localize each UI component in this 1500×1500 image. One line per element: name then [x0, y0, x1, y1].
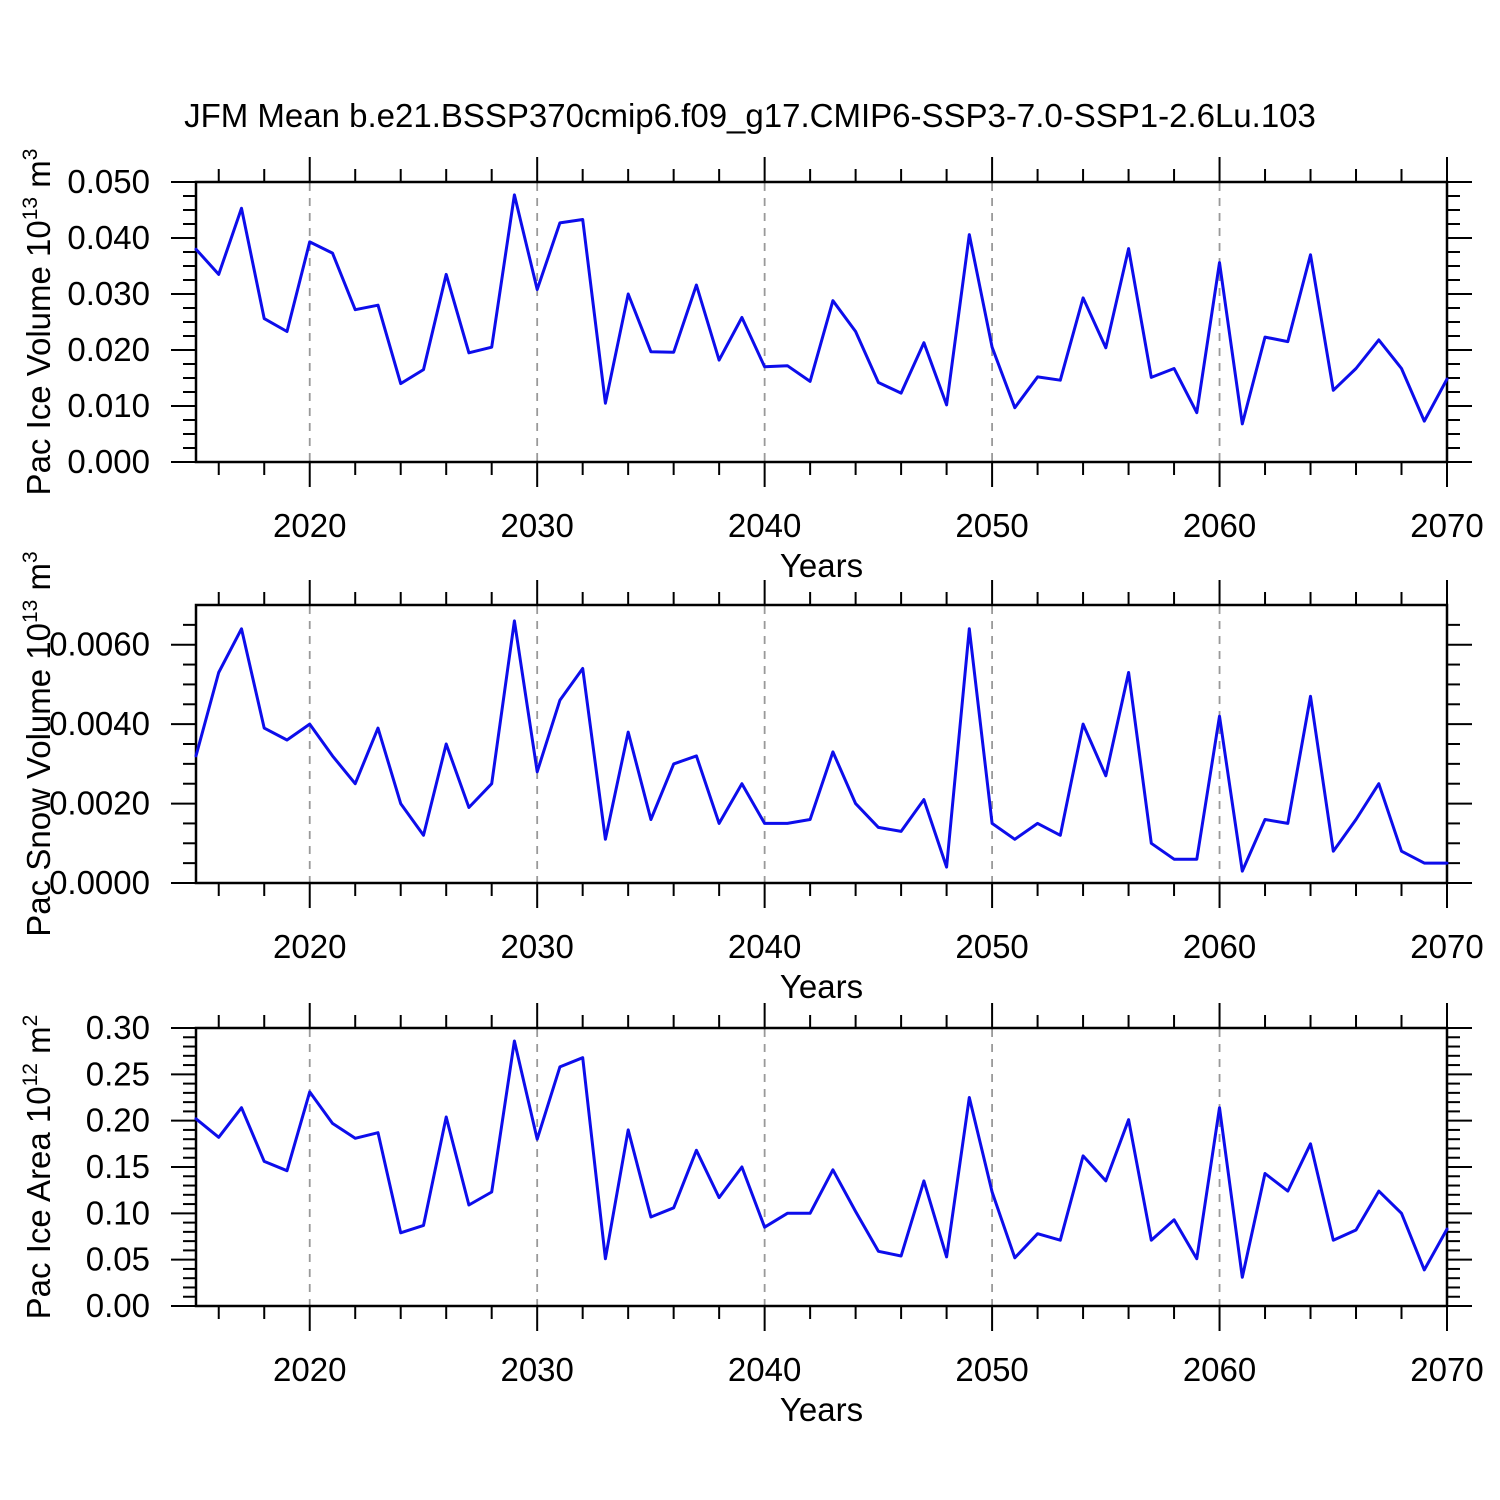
y-tick-label: 0.20: [86, 1102, 150, 1139]
y-label-unit: m: [20, 563, 57, 600]
x-tick-label-2060: 2060: [1183, 1351, 1256, 1388]
y-label-exponent: 12: [19, 1063, 42, 1086]
y-tick-label: 0.050: [67, 163, 150, 200]
x-axis-label-ice-volume: Years: [780, 547, 863, 584]
y-tick-label: 0.0060: [49, 626, 150, 663]
data-line-snow-volume: [194, 619, 1449, 873]
x-tick-label-2070: 2070: [1410, 507, 1483, 544]
x-tick-label-2020: 2020: [273, 1351, 346, 1388]
y-label-unit-exponent: 2: [19, 1015, 42, 1027]
x-tick-label-2070: 2070: [1410, 1351, 1483, 1388]
y-axis-label-ice-volume: Pac Ice Volume 1013 m3: [19, 149, 57, 496]
y-tick-label: 0.30: [86, 1009, 150, 1046]
x-tick-label-2050: 2050: [955, 1351, 1028, 1388]
x-tick-label-2030: 2030: [500, 1351, 573, 1388]
data-line-ice-area: [194, 1039, 1449, 1279]
y-label-base: Pac Snow Volume 10: [20, 623, 57, 937]
y-tick-label: 0.030: [67, 275, 150, 312]
y-tick-label: 0.0000: [49, 864, 150, 901]
y-label-unit-exponent: 3: [19, 551, 42, 563]
x-tick-label-2030: 2030: [500, 507, 573, 544]
x-tick-label-2020: 2020: [273, 928, 346, 965]
plot-frame: [194, 603, 1449, 885]
y-tick-label: 0.10: [86, 1194, 150, 1231]
y-tick-label: 0.000: [67, 443, 150, 480]
y-axis-label-snow-volume: Pac Snow Volume 1013 m3: [19, 551, 57, 936]
y-axis-label-ice-area: Pac Ice Area 1012 m2: [19, 1015, 57, 1320]
x-tick-label-2050: 2050: [955, 507, 1028, 544]
x-tick-label-2050: 2050: [955, 928, 1028, 965]
y-label-base: Pac Ice Area 10: [20, 1086, 57, 1319]
x-tick-label-2040: 2040: [728, 1351, 801, 1388]
panels-group: 2020 2030 2040 2050 2060 2070 0.000 0.010 0.020 0…: [19, 149, 1484, 1428]
plot-frame: [194, 180, 1449, 464]
panel-ice-volume: 2020 2030 2040 2050 2060 2070 0.000 0.010 0.020 0…: [19, 149, 1484, 584]
y-tick-label: 0.15: [86, 1148, 150, 1185]
x-tick-label-2060: 2060: [1183, 928, 1256, 965]
x-tick-label-2070: 2070: [1410, 928, 1483, 965]
y-tick-label: 0.0040: [49, 705, 150, 742]
x-tick-label-2040: 2040: [728, 928, 801, 965]
y-label-exponent: 13: [19, 600, 42, 623]
y-label-base: Pac Ice Volume 10: [20, 220, 57, 495]
x-tick-label-2040: 2040: [728, 507, 801, 544]
x-axis-label-ice-area: Years: [780, 1391, 863, 1428]
y-label-unit-exponent: 3: [19, 149, 42, 161]
y-tick-label: 0.0020: [49, 785, 150, 822]
x-axis-label-snow-volume: Years: [780, 968, 863, 1005]
y-label-exponent: 13: [19, 197, 42, 220]
data-line-ice-volume: [194, 193, 1449, 426]
plot-frame: [194, 1026, 1449, 1308]
y-tick-label: 0.05: [86, 1241, 150, 1278]
panel-snow-volume: 2020 2030 2040 2050 2060 2070 0.0000 0.0020 0.00…: [19, 551, 1484, 1005]
y-label-unit: m: [20, 1026, 57, 1063]
y-tick-label: 0.020: [67, 331, 150, 368]
x-tick-label-2020: 2020: [273, 507, 346, 544]
y-tick-label: 0.040: [67, 219, 150, 256]
panel-ice-area: 2020 2030 2040 2050 2060 2070 0.00 0.05 0.10 0.15…: [19, 1003, 1484, 1428]
x-tick-label-2060: 2060: [1183, 507, 1256, 544]
y-tick-label: 0.010: [67, 387, 150, 424]
y-label-unit: m: [20, 160, 57, 197]
x-tick-label-2030: 2030: [500, 928, 573, 965]
y-tick-label: 0.00: [86, 1287, 150, 1324]
y-tick-label: 0.25: [86, 1055, 150, 1092]
figure-title: JFM Mean b.e21.BSSP370cmip6.f09_g17.CMIP…: [184, 97, 1316, 134]
